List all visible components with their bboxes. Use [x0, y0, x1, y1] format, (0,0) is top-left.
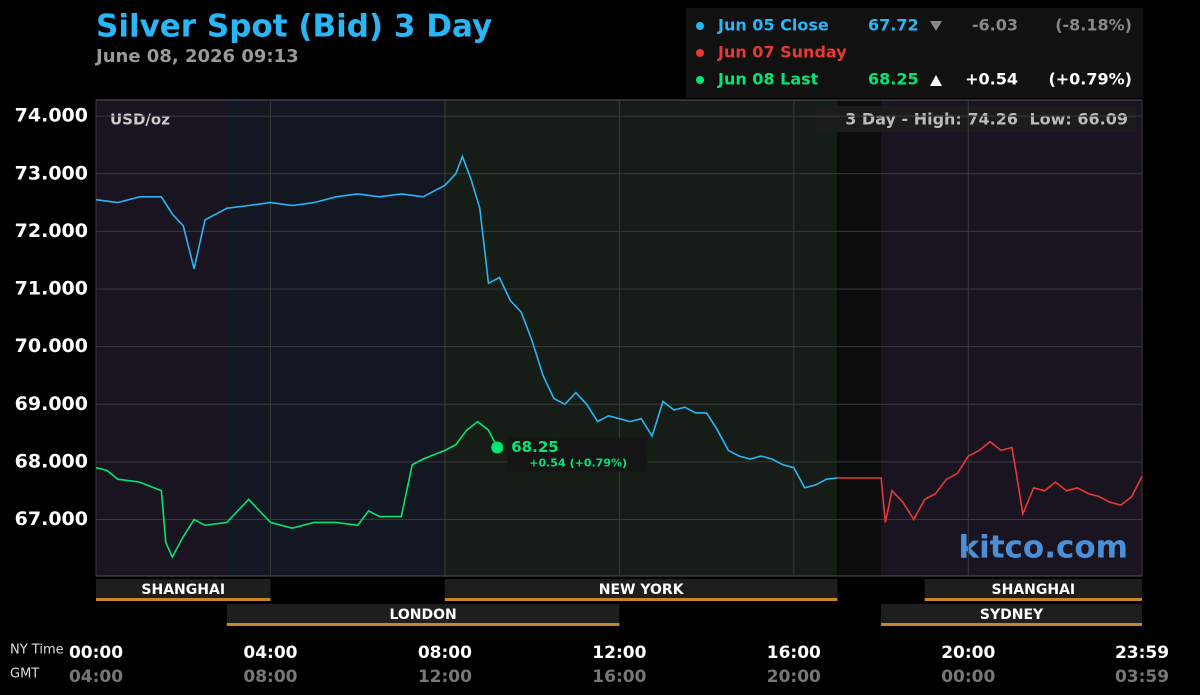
session-line — [226, 623, 620, 626]
legend-dot — [696, 49, 704, 57]
up-arrow — [930, 75, 942, 86]
session-line — [924, 598, 1142, 601]
last-change-pct: (+0.79%) — [570, 456, 627, 469]
x2-tick-label: 20:00 — [767, 667, 821, 687]
watermark: kitco.com — [959, 530, 1129, 566]
x2-tick-label: 03:59 — [1115, 667, 1169, 687]
session-band — [881, 604, 1142, 626]
legend-box — [686, 8, 1143, 98]
region-london — [227, 100, 444, 576]
session-band — [226, 604, 620, 626]
session-label: LONDON — [389, 607, 456, 623]
session-band — [96, 579, 271, 601]
region-asia — [96, 100, 227, 576]
x2-tick-label: 00:00 — [941, 667, 995, 687]
legend-change: -6.03 — [972, 16, 1018, 35]
x2-tick-label: 12:00 — [418, 667, 472, 687]
x2-tick-label: 08:00 — [243, 667, 297, 687]
down-arrow — [930, 21, 942, 31]
last-change-label: +0.54 (+0.79%) — [529, 456, 627, 469]
y-tick-label: 69.000 — [15, 393, 88, 415]
legend-name: Jun 07 Sunday — [717, 43, 847, 62]
range-box — [816, 106, 1136, 132]
y-tick-label: 71.000 — [15, 278, 88, 300]
chart-subtitle: June 08, 2026 09:13 — [94, 46, 299, 67]
y-tick-label: 74.000 — [15, 105, 88, 127]
legend-dot — [696, 22, 704, 30]
series-line — [95, 154, 838, 489]
legend-price: 68.25 — [868, 70, 919, 89]
session-line — [444, 598, 838, 601]
session-label: SHANGHAI — [141, 582, 225, 598]
x-tick-label: 00:00 — [69, 643, 123, 663]
chart-title: Silver Spot (Bid) 3 Day — [96, 9, 492, 45]
region-sydney — [881, 100, 1142, 576]
region-closed — [837, 100, 881, 576]
last-change: +0.54 — [529, 456, 566, 469]
legend-name: Jun 08 Last — [717, 70, 819, 89]
y-label: USD/oz — [110, 111, 170, 129]
x-tick-label: 23:59 — [1115, 643, 1169, 663]
series-line — [95, 420, 499, 559]
range-high: 3 Day - High: 74.26 — [845, 110, 1018, 129]
last-price-label: 68.25 — [511, 438, 558, 456]
legend-change-pct: (-8.18%) — [1055, 16, 1132, 35]
y-tick-label: 67.000 — [15, 508, 88, 530]
region-newyork — [444, 100, 837, 576]
x-tick-label: 20:00 — [941, 643, 995, 663]
x-tick-label: 16:00 — [767, 643, 821, 663]
x2-label: GMT — [10, 667, 39, 682]
x-tick-label: 12:00 — [592, 643, 646, 663]
y-tick-label: 73.000 — [15, 162, 88, 184]
last-label-box — [507, 437, 648, 472]
legend-change: +0.54 — [965, 70, 1018, 89]
x-tick-label: 04:00 — [243, 643, 297, 663]
x2-tick-label: 04:00 — [69, 667, 123, 687]
range-low: Low: 66.09 — [1029, 110, 1128, 129]
legend-dot — [696, 76, 704, 84]
x2-tick-label: 16:00 — [592, 667, 646, 687]
legend-change-pct: (+0.79%) — [1048, 70, 1132, 89]
session-label: NEW YORK — [599, 582, 685, 598]
x-label: NY Time — [10, 643, 64, 658]
session-line — [881, 623, 1142, 626]
legend-name: Jun 05 Close — [717, 16, 829, 35]
series-line — [837, 440, 1143, 523]
legend-price: 67.72 — [868, 16, 919, 35]
session-label: SHANGHAI — [992, 582, 1076, 598]
y-tick-label: 70.000 — [15, 335, 88, 357]
y-tick-label: 68.000 — [15, 450, 88, 472]
last-point — [491, 441, 504, 454]
session-label: SYDNEY — [980, 607, 1044, 623]
y-tick-label: 72.000 — [15, 220, 88, 242]
x-tick-label: 08:00 — [418, 643, 472, 663]
session-band — [924, 579, 1142, 601]
session-band — [444, 579, 838, 601]
session-line — [96, 598, 271, 601]
